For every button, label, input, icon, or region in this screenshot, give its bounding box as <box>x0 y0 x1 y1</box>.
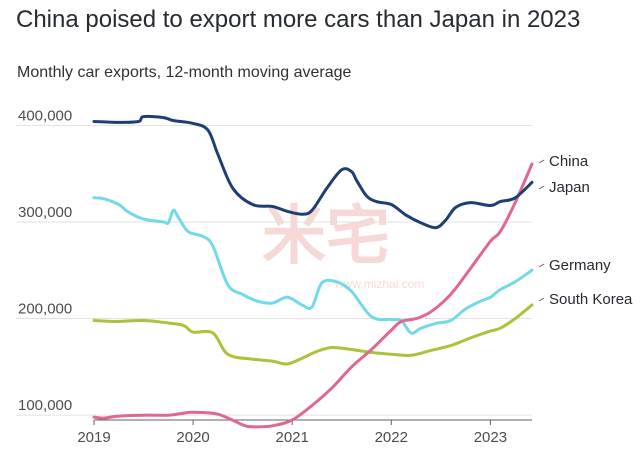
watermark: 米宅 www.mizhai.com <box>262 200 424 291</box>
legend-leader-south-korea <box>538 297 545 302</box>
series-line-south-korea <box>92 303 534 366</box>
chart-title: China poised to export more cars than Ja… <box>16 6 581 33</box>
legend-label-china: China <box>549 153 589 170</box>
y-tick-label: 400,000 <box>18 107 72 124</box>
x-tick-label: 2022 <box>375 429 408 446</box>
y-tick-label: 100,000 <box>18 397 72 414</box>
y-tick-label: 200,000 <box>18 301 72 318</box>
legend-label-south-korea: South Korea <box>549 291 633 308</box>
watermark-url: www.mizhai.com <box>334 277 424 291</box>
legend-label-japan: Japan <box>549 179 590 196</box>
series-line-germany <box>92 196 534 335</box>
legend-leader-china <box>538 159 545 164</box>
y-tick-label: 300,000 <box>18 204 72 221</box>
x-tick-label: 2023 <box>474 429 507 446</box>
chart-subtitle: Monthly car exports, 12-month moving ave… <box>17 64 352 81</box>
x-tick-label: 2019 <box>77 429 110 446</box>
legend-label-germany: Germany <box>549 257 611 274</box>
series-line-japan <box>92 114 534 230</box>
legend-leader-germany <box>538 263 545 268</box>
x-tick-label: 2021 <box>276 429 309 446</box>
x-tick-label: 2020 <box>176 429 209 446</box>
series-line-china <box>92 162 534 429</box>
legend-leader-japan <box>538 185 545 190</box>
watermark-logo: 米宅 <box>262 200 390 272</box>
